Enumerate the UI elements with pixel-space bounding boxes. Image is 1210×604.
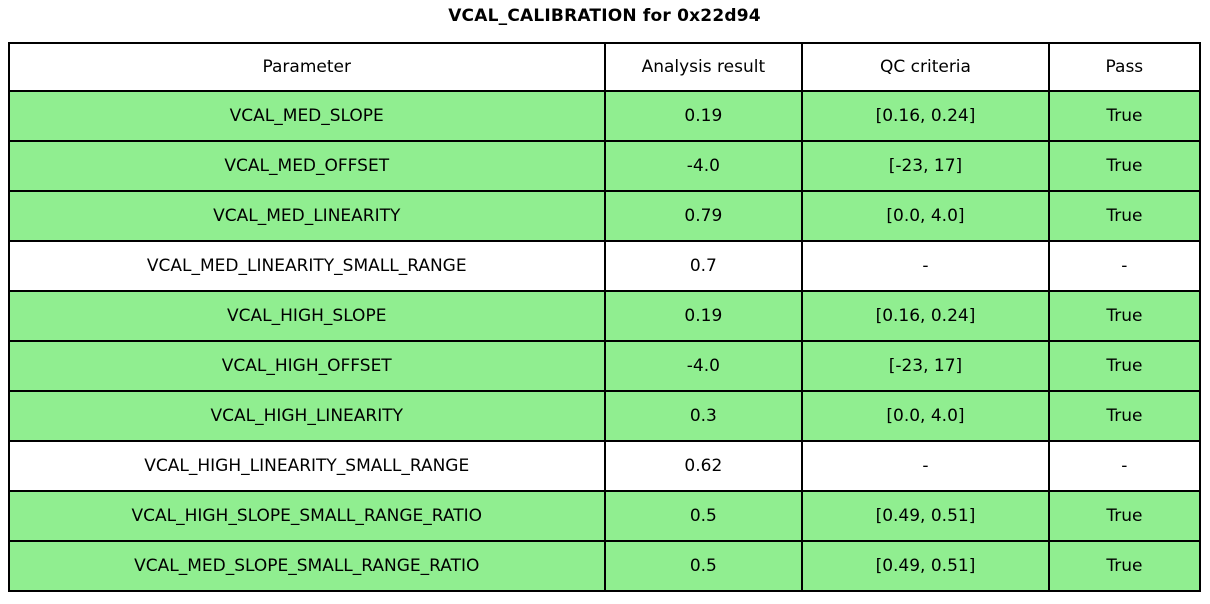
- cell-parameter: VCAL_HIGH_OFFSET: [8, 340, 606, 392]
- table-row: VCAL_MED_SLOPE 0.19 [0.16, 0.24] True: [8, 90, 1202, 142]
- table-row: VCAL_MED_LINEARITY_SMALL_RANGE 0.7 - -: [8, 240, 1202, 292]
- column-header-analysis-result: Analysis result: [603, 42, 804, 92]
- column-header-pass: Pass: [1047, 42, 1202, 92]
- cell-pass: True: [1047, 540, 1202, 592]
- header-row: Parameter Analysis result QC criteria Pa…: [8, 42, 1202, 92]
- qc-criteria-table: Parameter Analysis result QC criteria Pa…: [8, 42, 1202, 592]
- cell-pass: True: [1047, 140, 1202, 192]
- cell-pass: True: [1047, 290, 1202, 342]
- cell-qc-criteria: [0.0, 4.0]: [801, 390, 1050, 442]
- cell-analysis-result: -4.0: [603, 140, 804, 192]
- cell-analysis-result: 0.62: [603, 440, 804, 492]
- cell-qc-criteria: [-23, 17]: [801, 140, 1050, 192]
- cell-qc-criteria: -: [801, 440, 1050, 492]
- cell-analysis-result: -4.0: [603, 340, 804, 392]
- cell-pass: True: [1047, 90, 1202, 142]
- column-header-qc-criteria: QC criteria: [801, 42, 1050, 92]
- cell-pass: True: [1047, 340, 1202, 392]
- cell-analysis-result: 0.79: [603, 190, 804, 242]
- table-row: VCAL_HIGH_LINEARITY 0.3 [0.0, 4.0] True: [8, 390, 1202, 442]
- column-header-parameter: Parameter: [8, 42, 606, 92]
- cell-qc-criteria: [-23, 17]: [801, 340, 1050, 392]
- cell-analysis-result: 0.5: [603, 490, 804, 542]
- cell-qc-criteria: [0.49, 0.51]: [801, 490, 1050, 542]
- cell-qc-criteria: -: [801, 240, 1050, 292]
- table-row: VCAL_MED_LINEARITY 0.79 [0.0, 4.0] True: [8, 190, 1202, 242]
- cell-parameter: VCAL_HIGH_SLOPE_SMALL_RANGE_RATIO: [8, 490, 606, 542]
- page-title: VCAL_CALIBRATION for 0x22d94: [448, 6, 761, 26]
- cell-qc-criteria: [0.16, 0.24]: [801, 290, 1050, 342]
- cell-parameter: VCAL_MED_SLOPE: [8, 90, 606, 142]
- cell-analysis-result: 0.3: [603, 390, 804, 442]
- cell-pass: True: [1047, 490, 1202, 542]
- cell-analysis-result: 0.19: [603, 90, 804, 142]
- cell-parameter: VCAL_MED_OFFSET: [8, 140, 606, 192]
- table-header: Parameter Analysis result QC criteria Pa…: [8, 42, 1202, 92]
- cell-pass: True: [1047, 190, 1202, 242]
- cell-parameter: VCAL_MED_LINEARITY_SMALL_RANGE: [8, 240, 606, 292]
- cell-parameter: VCAL_MED_SLOPE_SMALL_RANGE_RATIO: [8, 540, 606, 592]
- cell-analysis-result: 0.5: [603, 540, 804, 592]
- cell-analysis-result: 0.7: [603, 240, 804, 292]
- table-row: VCAL_MED_SLOPE_SMALL_RANGE_RATIO 0.5 [0.…: [8, 540, 1202, 592]
- cell-qc-criteria: [0.0, 4.0]: [801, 190, 1050, 242]
- table-row: VCAL_MED_OFFSET -4.0 [-23, 17] True: [8, 140, 1202, 192]
- cell-parameter: VCAL_HIGH_LINEARITY: [8, 390, 606, 442]
- cell-pass: True: [1047, 390, 1202, 442]
- cell-parameter: VCAL_MED_LINEARITY: [8, 190, 606, 242]
- table-row: VCAL_HIGH_LINEARITY_SMALL_RANGE 0.62 - -: [8, 440, 1202, 492]
- cell-analysis-result: 0.19: [603, 290, 804, 342]
- table-row: VCAL_HIGH_OFFSET -4.0 [-23, 17] True: [8, 340, 1202, 392]
- cell-qc-criteria: [0.49, 0.51]: [801, 540, 1050, 592]
- table-body: VCAL_MED_SLOPE 0.19 [0.16, 0.24] True VC…: [8, 90, 1202, 592]
- cell-pass: -: [1047, 440, 1202, 492]
- table-row: VCAL_HIGH_SLOPE_SMALL_RANGE_RATIO 0.5 [0…: [8, 490, 1202, 542]
- cell-qc-criteria: [0.16, 0.24]: [801, 90, 1050, 142]
- cell-parameter: VCAL_HIGH_LINEARITY_SMALL_RANGE: [8, 440, 606, 492]
- cell-parameter: VCAL_HIGH_SLOPE: [8, 290, 606, 342]
- table-row: VCAL_HIGH_SLOPE 0.19 [0.16, 0.24] True: [8, 290, 1202, 342]
- cell-pass: -: [1047, 240, 1202, 292]
